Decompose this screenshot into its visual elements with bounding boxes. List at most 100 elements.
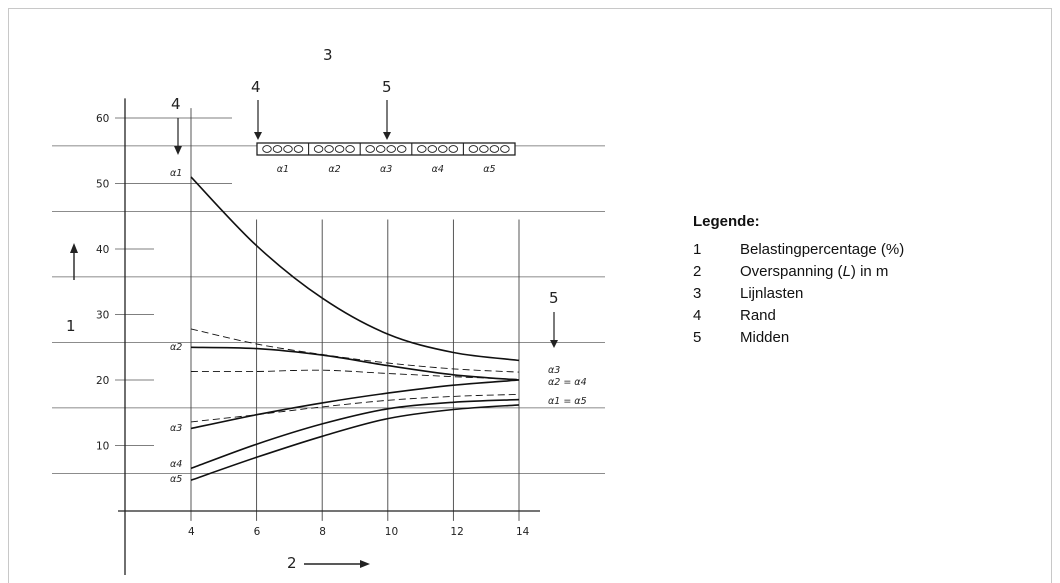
slab-diagram: 3 4 5 α1 α2 α3 α4 α5 [251,46,516,175]
x-axis-label: 2 [287,554,370,572]
legend-item-text: Lijnlasten [740,285,804,302]
legend: Legende: 1 Belastingpercentage (%) 2 Ove… [693,213,1033,350]
slab-core [345,145,355,153]
x-tick-label: 14 [516,526,530,538]
legend-item-text-part: Overspanning ( [740,263,843,280]
slab-elements: α1 α2 α3 α4 α5 [262,143,510,175]
y-tick-label: 30 [96,310,109,322]
y-axis-label-number: 1 [66,317,76,335]
legend-item-text: Midden [740,329,790,346]
slab-outline [256,142,516,156]
series-line-alpha3 [190,379,520,430]
legend-item-number: 4 [693,307,702,324]
y-tick-label: 40 [96,244,109,256]
start-labels: α1 α2 α3 α4 α5 [170,168,182,485]
y-tick-label: 20 [96,375,109,387]
slab-element-label: α4 [432,164,444,175]
end-label-alpha1-alpha5: α1 = α5 [548,396,587,407]
y-tick-label: 50 [96,179,109,191]
x-tick-label: 4 [188,526,195,538]
y-tick-label: 10 [96,441,109,453]
x-tick-label: 8 [319,526,326,538]
x-axis-arrowhead [360,560,370,568]
legend-item-number: 1 [693,241,702,258]
legend-item-1: 1 Belastingpercentage (%) [693,240,1033,259]
edge-marker-number-chart: 4 [171,95,181,113]
slab-core [334,145,345,153]
figure-frame [8,8,1052,583]
slab-core [479,145,489,153]
legend-item-4: 4 Rand [693,306,1033,325]
slab-core [386,145,396,153]
series-line-alpha5 [190,404,520,481]
slab-core [262,145,272,153]
tick-labels: 10 20 30 40 50 60 4 6 8 10 12 14 [96,113,530,538]
x-tick-label: 10 [385,526,398,538]
grid [52,108,605,521]
series-line-alpha1 [190,176,520,362]
series-line-alpha2 [190,346,520,381]
start-label-alpha2: α2 [170,342,182,353]
start-label-alpha1: α1 [170,168,182,179]
end-label-alpha2-alpha4: α2 = α4 [548,377,587,388]
series-line-dashed-5 [190,328,520,373]
y-axis-arrowhead [70,243,78,253]
slab-core [313,145,324,153]
legend-item-text: Belastingpercentage (%) [740,241,905,258]
end-label-alpha3: α3 [548,365,560,376]
start-label-alpha5: α5 [170,474,182,485]
slab-core [324,145,334,153]
legend-item-number: 5 [693,329,702,346]
legend-item-number: 3 [693,285,702,302]
legend-item-2: 2 Overspanning (L) in m [693,262,1033,281]
slab-core [365,145,375,153]
slab-core [468,145,479,153]
slab-element-label: α5 [483,164,495,175]
slab-core [448,145,459,153]
middle-marker-arrowhead [550,340,558,348]
middle-marker-number-chart: 5 [549,289,559,307]
slab-core [489,145,500,153]
series-line-dashed-7 [190,393,520,423]
edge-marker-number: 4 [251,78,261,96]
slab-element-label: α3 [380,164,392,175]
slab-core [417,145,427,153]
edge-marker-arrowhead [174,146,182,155]
edge-marker-left: 4 [171,95,182,155]
legend-item-5: 5 Midden [693,328,1033,347]
legend-item-3: 3 Lijnlasten [693,284,1033,303]
series-line-alpha4 [190,398,520,470]
slab-element-label: α2 [328,164,340,175]
slab-core [272,145,283,153]
slab-core [427,145,438,153]
start-label-alpha3: α3 [170,423,182,434]
end-labels: α3 α2 = α4 α1 = α5 [548,365,587,407]
slab-core [283,145,293,153]
legend-item-text-italic: L [842,263,851,280]
legend-item-text-part: ) in m [850,263,889,280]
legend-item-number: 2 [693,263,702,280]
y-axis-label: 1 [66,243,78,335]
series-lines [190,176,520,481]
x-tick-label: 6 [254,526,261,538]
start-label-alpha4: α4 [170,459,182,470]
legend-item-text: Overspanning (L) in m [740,262,888,281]
slab-core [375,145,386,153]
y-tick-label: 60 [96,113,109,125]
slab-core [396,145,407,153]
middle-arrowhead [383,132,391,140]
slab-core [293,145,304,153]
slab-core [500,145,510,153]
slab-core [438,145,448,153]
middle-marker-right: 5 [549,289,559,348]
legend-item-text: Rand [740,307,776,324]
series-line-dashed-6 [190,369,520,380]
axes [118,98,540,575]
slab-element-label: α1 [277,164,289,175]
edge-arrowhead [254,132,262,140]
x-axis-label-number: 2 [287,554,297,572]
legend-title: Legende: [693,213,760,230]
middle-marker-number: 5 [382,78,392,96]
x-tick-label: 12 [450,526,463,538]
